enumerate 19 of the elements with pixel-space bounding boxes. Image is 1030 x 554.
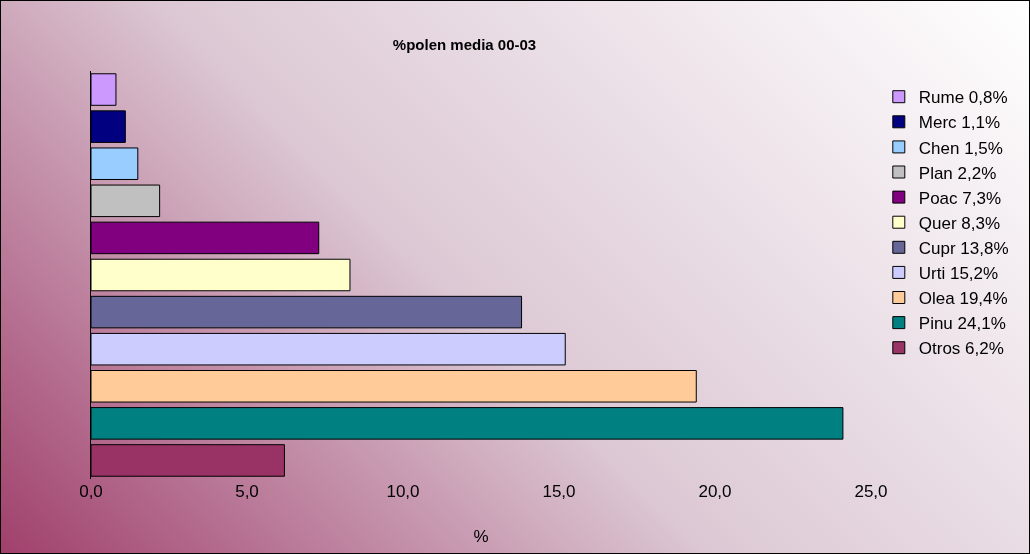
legend-label: Poac 7,3% bbox=[918, 188, 1002, 208]
legend-label: Olea 19,4% bbox=[918, 289, 1008, 309]
legend-label: Plan 2,2% bbox=[918, 163, 997, 183]
legend-label: Otros 6,2% bbox=[918, 339, 1004, 359]
legend-label: Cupr 13,8% bbox=[918, 238, 1009, 258]
x-axis-title: % bbox=[473, 527, 489, 547]
legend-label: Urti 15,2% bbox=[918, 264, 999, 284]
legend-label: Rume 0,8% bbox=[918, 88, 1008, 108]
legend-label: Chen 1,5% bbox=[918, 138, 1003, 158]
x-tick-label: 0,0 bbox=[79, 482, 103, 501]
x-tick-label: 25,0 bbox=[854, 482, 888, 501]
legend-label: Pinu 24,1% bbox=[918, 314, 1006, 334]
x-tick-label: 5,0 bbox=[235, 482, 259, 501]
x-tick-label: 20,0 bbox=[698, 482, 732, 501]
x-tick-label: 10,0 bbox=[386, 482, 420, 501]
legend-label: Quer 8,3% bbox=[918, 213, 1001, 233]
legend-label: Merc 1,1% bbox=[918, 113, 1001, 133]
chart-title: %polen media 00-03 bbox=[392, 36, 537, 54]
x-tick-label: 15,0 bbox=[542, 482, 576, 501]
